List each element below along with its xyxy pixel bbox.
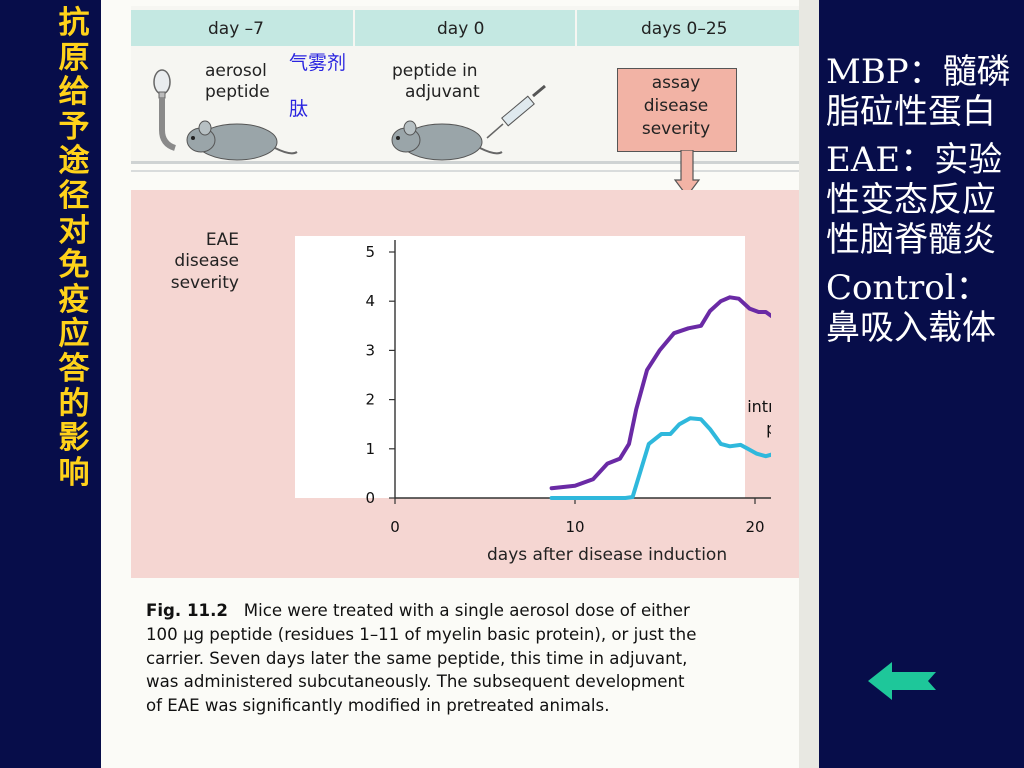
title-char: 给 [58,74,90,111]
title-char: 响 [58,454,90,491]
title-char: 免 [58,247,90,284]
figure-number: Fig. 11.2 [146,601,228,620]
y-axis-label-3: severity [170,273,239,293]
assay-label-3: severity [641,119,711,139]
note-eae: EAE：实验性变态反应性脑脊髓炎 [826,140,1022,260]
note-control: Control：鼻吸入载体 [826,268,1022,348]
aerosol-label-1: aerosol [205,61,267,81]
title-char: 对 [58,212,90,249]
y-tick-label: 0 [365,489,375,507]
caption-line-2: 100 μg peptide (residues 1–11 of myelin … [146,624,697,644]
y-axis-label-1: EAE [205,230,239,250]
mouse-icon [391,120,503,161]
title-char: 原 [58,39,90,76]
divider [131,170,799,172]
header-cell-2 [355,10,575,46]
caption-line-1: Fig. 11.2 Mice were treated with a singl… [146,599,786,623]
title-char: 影 [58,420,90,457]
caption-text: Mice were treated with a single aerosol … [243,601,690,620]
caption-line-3: carrier. Seven days later the same pepti… [146,648,688,668]
assay-label-1: assay [651,73,701,93]
y-tick-label: 2 [365,391,375,409]
title-char: 应 [58,316,90,353]
eae-chart: 0123450102025controlintranasalpeptide [365,240,771,536]
x-tick-label: 10 [565,518,584,536]
textbook-figure: day –7 day 0 days 0–25 aerosol peptide 气… [101,0,819,768]
series-label-intranasal: peptide [766,419,771,438]
note-term: Control： [826,268,990,308]
figure-caption: Fig. 11.2 Mice were treated with a singl… [146,599,786,718]
caption-line-5: of EAE was significantly modified in pre… [146,696,610,716]
aerosol-cn-2: 肽 [289,98,309,120]
y-tick-label: 4 [365,292,375,310]
adjuvant-label-2: adjuvant [405,82,480,102]
y-tick-label: 1 [365,440,375,458]
note-desc: 髓磷脂砬性蛋白 [826,52,1011,132]
down-arrow-icon [673,150,701,197]
y-tick-label: 3 [365,341,375,359]
series-line-1 [549,416,771,500]
inhaler-icon [153,69,177,151]
assay-box [617,68,737,152]
header-day-minus-7: day –7 [208,19,264,39]
assay-label-2: disease [643,96,709,116]
title-char: 疫 [58,281,90,318]
x-axis-label: days after disease induction [487,545,728,565]
y-tick-label: 5 [365,243,375,261]
title-char: 抗 [58,5,90,41]
aerosol-cn-1: 气雾剂 [289,52,347,74]
page-edge [799,0,819,768]
y-axis-label-2: disease [174,251,239,271]
x-tick-label: 0 [390,518,400,536]
aerosol-label-2: peptide [205,82,270,102]
title-char: 答 [58,350,90,387]
title-char: 的 [58,385,90,422]
syringe-icon [486,84,546,139]
header-days-0-25: days 0–25 [641,19,728,39]
title-char: 途 [58,143,90,180]
adjuvant-label-1: peptide in [392,61,478,81]
series-label-intranasal: intranasal [747,397,771,416]
note-desc: 实验性变态反应性脑脊髓炎 [826,140,1003,260]
series-line-0 [549,295,771,491]
note-term: MBP： [826,52,943,92]
header-cell-1 [131,10,353,46]
note-term: EAE： [826,140,935,180]
caption-line-4: was administered subcutaneously. The sub… [146,672,685,692]
note-mbp: MBP：髓磷脂砬性蛋白 [826,52,1022,132]
vertical-title: 抗原给予途径对免疫应答的影响 [52,6,96,490]
mouse-icon [186,120,298,161]
header-day-0: day 0 [437,19,485,39]
note-desc: 鼻吸入载体 [826,308,996,348]
side-notes: MBP：髓磷脂砬性蛋白 EAE：实验性变态反应性脑脊髓炎 Control：鼻吸入… [826,52,1022,356]
plot-area [295,236,745,498]
back-arrow-icon[interactable] [866,660,938,702]
title-char: 予 [58,108,90,145]
header-cell-3 [577,10,799,46]
x-tick-label: 20 [745,518,764,536]
title-char: 径 [58,177,90,214]
